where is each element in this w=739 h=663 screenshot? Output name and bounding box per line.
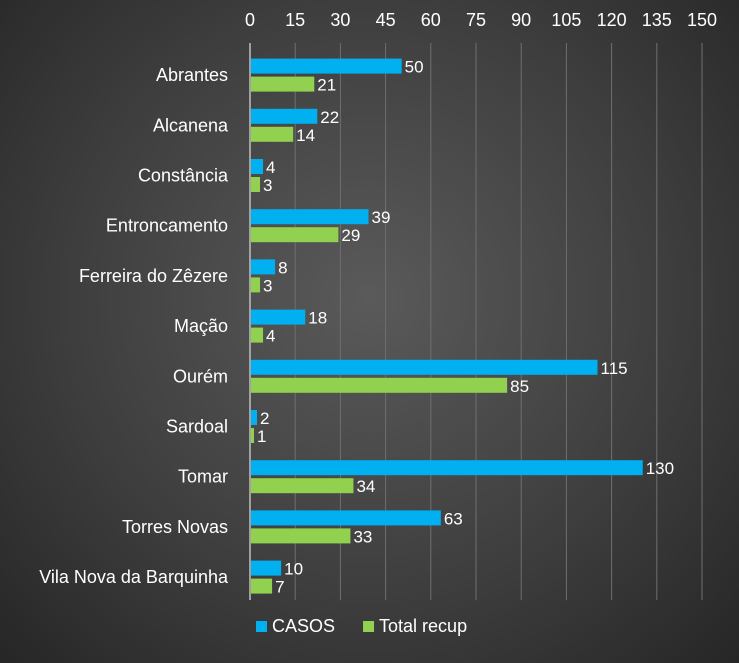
category-label-alcanena: Alcanena [153, 115, 229, 135]
bar-casos-ferreira-do-zezere [251, 259, 276, 275]
data-label-casos-ferreira-do-zezere: 8 [278, 258, 287, 277]
category-label-tomar: Tomar [178, 467, 228, 487]
bar-total-recup-ferreira-do-zezere [251, 277, 261, 293]
data-label-total-recup-alcanena: 14 [296, 126, 315, 145]
bar-total-recup-constancia [251, 177, 261, 192]
x-tick-label: 60 [421, 10, 441, 30]
bar-casos-vila-nova-da-barquinha [251, 560, 282, 576]
data-label-casos-macao: 18 [308, 309, 327, 328]
category-label-ferreira-do-zezere: Ferreira do Zêzere [79, 266, 228, 286]
data-label-casos-entroncamento: 39 [372, 208, 391, 227]
bar-casos-alcanena [251, 108, 318, 124]
x-tick-label: 120 [597, 10, 627, 30]
legend: CASOS Total recup [256, 616, 467, 636]
bar-total-recup-sardoal [251, 428, 255, 443]
x-tick-label: 150 [687, 10, 717, 30]
bar-casos-abrantes [251, 58, 402, 74]
category-label-macao: Mação [174, 316, 228, 336]
bar-total-recup-tomar [251, 478, 354, 494]
category-label-abrantes: Abrantes [156, 65, 228, 85]
data-label-total-recup-vila-nova-da-barquinha: 7 [275, 578, 284, 597]
data-label-casos-ourem: 115 [601, 359, 628, 378]
legend-label-total-recup: Total recup [379, 616, 467, 636]
data-label-casos-torres-novas: 63 [444, 509, 463, 528]
legend-label-casos: CASOS [272, 616, 335, 636]
data-label-casos-abrantes: 50 [405, 58, 424, 77]
x-tick-label: 90 [511, 10, 531, 30]
x-tick-label: 30 [330, 10, 350, 30]
data-label-total-recup-torres-novas: 33 [353, 527, 372, 546]
data-label-total-recup-constancia: 3 [263, 176, 272, 195]
category-label-vila-nova-da-barquinha: Vila Nova da Barquinha [39, 567, 229, 587]
data-label-total-recup-entroncamento: 29 [341, 226, 360, 245]
legend-swatch-casos [256, 621, 267, 632]
data-label-total-recup-macao: 4 [266, 327, 275, 346]
bar-casos-macao [251, 309, 306, 325]
bar-total-recup-ourem [251, 377, 508, 393]
x-tick-label: 105 [551, 10, 581, 30]
category-label-ourem: Ourém [173, 366, 228, 386]
x-tick-label: 0 [245, 10, 255, 30]
bar-casos-torres-novas [251, 510, 441, 526]
bar-casos-constancia [251, 159, 264, 174]
bar-casos-sardoal [251, 410, 258, 425]
x-tick-label: 45 [376, 10, 396, 30]
x-tick-label: 135 [642, 10, 672, 30]
data-label-casos-vila-nova-da-barquinha: 10 [284, 560, 303, 579]
category-label-entroncamento: Entroncamento [106, 216, 228, 236]
bar-casos-ourem [251, 359, 598, 375]
category-labels: Abrantes Alcanena Constância Entroncamento F… [39, 65, 229, 587]
bar-total-recup-torres-novas [251, 528, 351, 544]
x-axis-ticks: 0 15 30 45 60 75 90 105 120 135 150 [245, 10, 717, 30]
category-label-sardoal: Sardoal [166, 417, 228, 437]
data-label-casos-sardoal: 2 [260, 409, 269, 428]
category-label-constancia: Constância [138, 166, 229, 186]
bar-total-recup-abrantes [251, 76, 315, 92]
legend-swatch-total-recup [363, 621, 375, 632]
x-tick-label: 15 [285, 10, 305, 30]
bar-casos-tomar [251, 460, 643, 476]
data-label-total-recup-ourem: 85 [510, 377, 529, 396]
gridlines [294, 43, 703, 600]
bars [251, 58, 643, 594]
data-label-total-recup-sardoal: 1 [257, 427, 266, 446]
data-label-casos-tomar: 130 [646, 459, 674, 478]
data-label-total-recup-tomar: 34 [356, 477, 375, 496]
data-label-total-recup-ferreira-do-zezere: 3 [263, 276, 272, 295]
bar-total-recup-macao [251, 327, 264, 343]
category-label-torres-novas: Torres Novas [122, 517, 228, 537]
x-tick-label: 75 [466, 10, 486, 30]
data-label-total-recup-abrantes: 21 [317, 76, 336, 95]
data-label-casos-alcanena: 22 [320, 108, 339, 127]
bar-total-recup-vila-nova-da-barquinha [251, 578, 273, 594]
data-label-casos-constancia: 4 [266, 158, 275, 177]
bar-casos-entroncamento [251, 209, 369, 225]
bar-total-recup-alcanena [251, 126, 294, 142]
bar-total-recup-entroncamento [251, 227, 339, 243]
